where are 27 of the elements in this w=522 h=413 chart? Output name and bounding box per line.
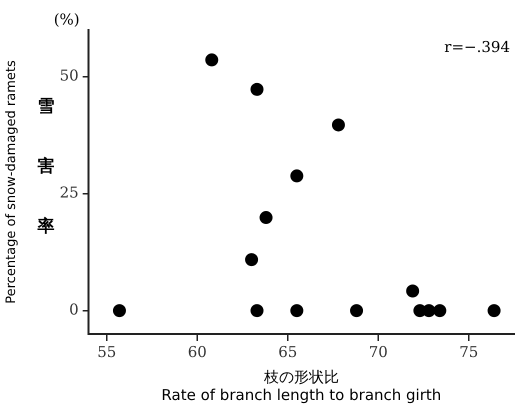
x-axis-title: 枝の形状比 Rate of branch length to branch girth — [161, 368, 442, 404]
point — [422, 304, 436, 318]
point — [260, 211, 273, 224]
point — [406, 284, 420, 298]
text: (%) — [54, 10, 80, 28]
x-tick-label: 70 — [368, 342, 388, 361]
x-tick-label: 55 — [97, 342, 116, 361]
y-axis-title: Percentage of snow-damaged ramets — [4, 60, 20, 304]
x-tick-label: 75 — [459, 342, 478, 361]
text: 雪害率 — [38, 96, 54, 236]
point — [433, 304, 446, 318]
point — [290, 304, 304, 318]
point — [112, 304, 126, 318]
y-tick-label: 0 — [69, 300, 79, 319]
y-tick-label: 25 — [60, 184, 79, 202]
point — [290, 169, 304, 182]
point — [205, 53, 218, 66]
point — [488, 304, 501, 318]
x-tick-label: 65 — [278, 342, 298, 361]
point — [350, 304, 364, 318]
point — [245, 253, 258, 266]
point — [332, 118, 345, 132]
x-tick-label: 60 — [188, 342, 207, 361]
annotation: r=−.394 — [444, 38, 510, 56]
y-tick-label: 50 — [60, 66, 79, 85]
point — [250, 82, 264, 96]
point — [250, 304, 264, 318]
